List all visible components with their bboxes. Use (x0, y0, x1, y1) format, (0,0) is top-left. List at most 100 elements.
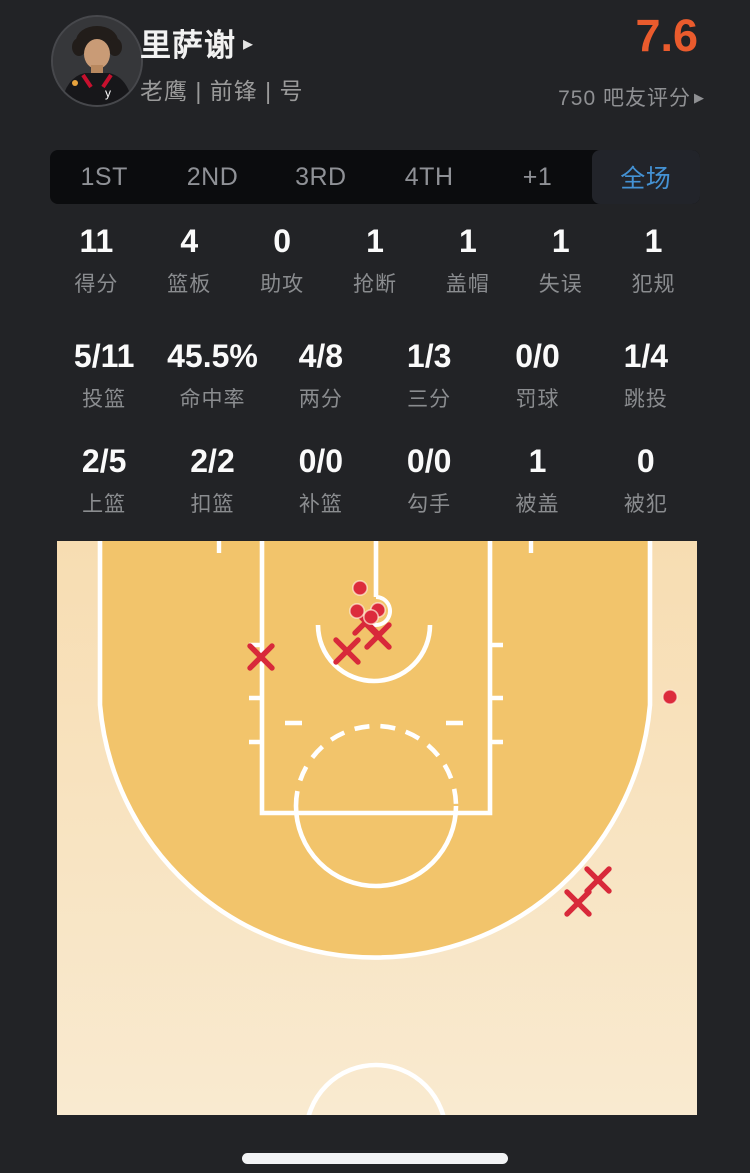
stat-label: 罚球 (515, 388, 560, 411)
stat-label: 篮板 (167, 273, 212, 296)
caret-right-icon: ▶ (694, 90, 704, 105)
stat-label: 补篮 (298, 493, 343, 516)
stat-value: 0/0 (515, 338, 560, 374)
tab-4th[interactable]: 4TH (404, 162, 454, 191)
stat-value: 4/8 (298, 338, 344, 374)
lane-lines (259, 541, 493, 816)
made-shot-marker (348, 602, 365, 619)
player-photo-placeholder: y (53, 17, 141, 105)
stat-label: 失误 (538, 273, 583, 296)
stat-value: 1/4 (623, 338, 669, 374)
stat-label: 抢断 (352, 273, 397, 296)
stat-value: 1 (528, 443, 547, 479)
caret-right-icon: ▸ (243, 33, 254, 55)
stat-assists: 0 助攻 (236, 222, 329, 298)
stat-value: 0/0 (298, 443, 344, 479)
shot-chart-svg (57, 541, 697, 1173)
stat-label: 被盖 (515, 493, 560, 516)
stat-label: 三分 (407, 388, 452, 411)
stat-value: 1 (644, 223, 663, 259)
stat-value: 45.5% (167, 338, 258, 374)
stats-row-basic: 11 得分 4 篮板 0 助攻 1 抢断 1 盖帽 1 失误 1 犯规 (50, 222, 700, 298)
stats-row-shooting: 5/11 投篮 45.5% 命中率 4/8 两分 1/3 三分 0/0 罚球 1… (50, 337, 700, 413)
stat-label: 犯规 (631, 273, 676, 296)
stat-value: 1 (366, 223, 384, 259)
three-point-line (97, 541, 653, 960)
lane-hash-marks (249, 642, 503, 745)
missed-shot-marker (564, 889, 592, 917)
stat-fouls: 1 犯规 (607, 222, 700, 298)
stat-value: 2/5 (81, 443, 127, 479)
stat-value: 11 (79, 223, 114, 259)
stat-tipin: 0/0 补篮 (267, 442, 375, 518)
stat-2pt: 4/8 两分 (267, 337, 375, 413)
missed-shot-marker (247, 643, 275, 671)
stat-turnovers: 1 失误 (514, 222, 607, 298)
stat-value: 5/11 (73, 338, 135, 374)
restricted-area-arc (315, 624, 433, 684)
shot-markers (247, 579, 678, 917)
stat-rebounds: 4 篮板 (143, 222, 236, 298)
stat-label: 跳投 (623, 388, 668, 411)
baseline-ticks (216, 541, 534, 553)
stat-label: 两分 (298, 388, 343, 411)
rating-source-label: 750 吧友评分 (558, 87, 691, 110)
tab-overtime[interactable]: +1 (522, 162, 553, 191)
stat-ft: 0/0 罚球 (483, 337, 591, 413)
stat-3pt: 1/3 三分 (375, 337, 483, 413)
stat-jumpshot: 1/4 跳投 (592, 337, 700, 413)
stat-value: 0 (273, 223, 292, 259)
stat-label: 命中率 (179, 388, 246, 411)
rating-source-link[interactable]: 750 吧友评分 ▶ (558, 82, 704, 112)
stat-value: 1 (458, 223, 477, 259)
stat-value: 0 (636, 443, 655, 479)
player-header: y 里萨谢 ▸ 老鹰 | 前锋 | 号 7.6 750 吧友评分 ▶ (0, 0, 750, 140)
shot-chart (57, 541, 697, 1173)
avatar[interactable]: y (51, 15, 143, 107)
stat-fg-pct: 45.5% 命中率 (158, 337, 266, 413)
tab-1st[interactable]: 1ST (80, 162, 128, 191)
stat-layup: 2/5 上篮 (50, 442, 158, 518)
stat-dunk: 2/2 扣篮 (158, 442, 266, 518)
team-position-line: 老鹰 | 前锋 | 号 (140, 78, 304, 104)
stat-blocks: 1 盖帽 (421, 222, 514, 298)
stat-hook: 0/0 勾手 (375, 442, 483, 518)
tab-2nd[interactable]: 2ND (186, 162, 239, 191)
home-indicator[interactable] (242, 1153, 508, 1164)
player-name-button[interactable]: 里萨谢 ▸ (140, 20, 253, 65)
stat-points: 11 得分 (50, 222, 143, 298)
stat-label: 得分 (74, 273, 119, 296)
stat-value: 0/0 (406, 443, 452, 479)
stat-label: 盖帽 (445, 273, 490, 296)
rating-score: 7.6 (635, 10, 698, 61)
stat-value: 1 (551, 223, 570, 259)
tab-3rd[interactable]: 3RD (295, 162, 347, 191)
missed-shot-marker (333, 637, 361, 665)
stat-label: 上篮 (82, 493, 127, 516)
player-name: 里萨谢 (140, 28, 236, 63)
stat-label: 扣篮 (190, 493, 235, 516)
free-throw-circle-top (293, 723, 459, 807)
made-shot-marker (351, 579, 368, 596)
stat-value: 4 (180, 223, 199, 259)
made-shot-marker (661, 689, 678, 706)
period-tabbar: 1ST 2ND 3RD 4TH +1 全场 (50, 150, 700, 204)
court-floor-inner (100, 541, 650, 958)
stat-fg: 5/11 投篮 (50, 337, 158, 413)
stat-label: 投篮 (82, 388, 127, 411)
stat-label: 勾手 (407, 493, 452, 516)
stat-value: 2/2 (190, 443, 235, 479)
stat-fouled-against: 0 被犯 (592, 442, 700, 518)
tab-full-game[interactable]: 全场 (591, 150, 700, 204)
missed-shot-marker (364, 622, 392, 650)
stat-label: 助攻 (260, 273, 305, 296)
stat-label: 被犯 (623, 493, 668, 516)
free-throw-circle-bottom (293, 805, 459, 889)
svg-text:y: y (105, 86, 111, 100)
stats-row-shot-types: 2/5 上篮 2/2 扣篮 0/0 补篮 0/0 勾手 1 被盖 0 被犯 (50, 442, 700, 518)
made-shot-marker (362, 609, 379, 626)
missed-shot-marker (584, 866, 612, 894)
stat-steals: 1 抢断 (329, 222, 422, 298)
stat-value: 1/3 (406, 338, 452, 374)
stat-blocked-against: 1 被盖 (483, 442, 591, 518)
